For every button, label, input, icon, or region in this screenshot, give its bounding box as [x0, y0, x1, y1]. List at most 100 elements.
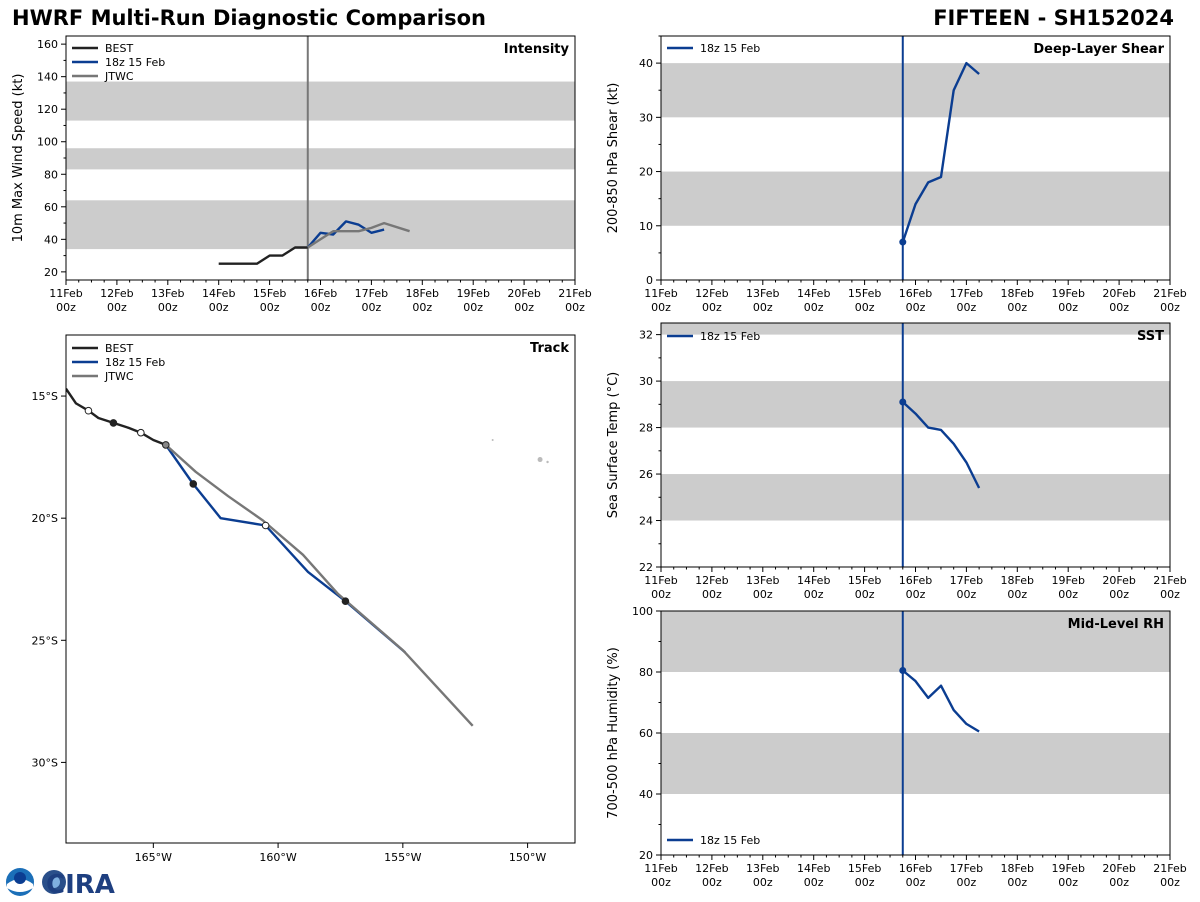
x-tick-label-date: 19Feb	[1051, 574, 1084, 587]
y-axis-label: 200-850 hPa Shear (kt)	[606, 83, 621, 234]
x-tick-label-hour: 00z	[1007, 301, 1027, 314]
x-tick-label-date: 12Feb	[695, 574, 728, 587]
y-tick-label: 40	[639, 57, 653, 70]
x-tick-label-date: 15Feb	[253, 287, 286, 300]
x-tick-label-date: 16Feb	[899, 287, 932, 300]
x-tick-label-date: 18Feb	[1001, 287, 1034, 300]
x-tick-label-hour: 00z	[651, 301, 671, 314]
legend-label: BEST	[105, 342, 133, 355]
x-tick-label-date: 17Feb	[950, 862, 983, 875]
y-tick-label: 80	[639, 666, 653, 679]
x-tick-label-hour: 00z	[957, 588, 977, 601]
x-tick-label-date: 14Feb	[797, 574, 830, 587]
legend-label: BEST	[105, 42, 133, 55]
y-tick-label: 22	[639, 561, 653, 574]
x-tick-label-hour: 00z	[362, 301, 382, 314]
x-tick-label-hour: 00z	[651, 588, 671, 601]
x-tick-label-date: 15Feb	[848, 574, 881, 587]
x-tick-label-date: 20Feb	[1102, 862, 1135, 875]
y-axis-label: 10m Max Wind Speed (kt)	[11, 74, 26, 243]
x-tick-label-date: 12Feb	[100, 287, 133, 300]
x-tick-label-date: 11Feb	[644, 574, 677, 587]
threshold-band	[661, 381, 1170, 428]
x-tick-label-date: 14Feb	[797, 862, 830, 875]
y-tick-label: 20	[639, 166, 653, 179]
x-tick-label-date: 15Feb	[848, 287, 881, 300]
x-tick-label-hour: 00z	[260, 301, 280, 314]
x-tick-label-hour: 00z	[804, 301, 824, 314]
x-tick-label-hour: 00z	[1058, 588, 1078, 601]
threshold-band	[661, 323, 1170, 335]
legend-label: JTWC	[104, 370, 134, 383]
x-tick-label: 155°W	[384, 851, 421, 864]
threshold-band	[661, 63, 1170, 118]
x-tick-label-date: 21Feb	[558, 287, 591, 300]
x-tick-label-date: 18Feb	[406, 287, 439, 300]
y-tick-label: 100	[632, 605, 653, 618]
panel-title: Mid-Level RH	[1068, 617, 1164, 632]
x-tick-label-hour: 00z	[1109, 301, 1129, 314]
track-point	[84, 406, 93, 415]
logo-text: CIRA	[46, 870, 115, 898]
figure-title-left: HWRF Multi-Run Diagnostic Comparison	[12, 6, 487, 30]
x-tick-label: 150°W	[509, 851, 546, 864]
x-tick-label-hour: 00z	[56, 301, 76, 314]
x-tick-label-hour: 00z	[702, 876, 722, 889]
legend-label: 18z 15 Feb	[700, 834, 760, 847]
x-tick-label-hour: 00z	[957, 301, 977, 314]
threshold-band	[66, 148, 575, 170]
legend-label: 18z 15 Feb	[700, 42, 760, 55]
y-tick-label: 0	[646, 274, 653, 287]
y-tick-label: 140	[37, 71, 58, 84]
series-line-jtwc	[164, 444, 474, 727]
track-point	[137, 428, 145, 437]
x-tick-label-hour: 00z	[702, 301, 722, 314]
init-point	[899, 666, 907, 674]
x-tick-label-hour: 00z	[753, 876, 773, 889]
y-tick-label: 80	[44, 168, 58, 181]
x-tick-label-date: 18Feb	[1001, 862, 1034, 875]
x-tick-label-date: 18Feb	[1001, 574, 1034, 587]
legend-label: 18z 15 Feb	[700, 330, 760, 343]
threshold-band	[66, 81, 575, 121]
track-point	[189, 480, 198, 488]
x-tick-label-hour: 00z	[855, 301, 875, 314]
x-tick-label-date: 14Feb	[202, 287, 235, 300]
x-tick-label-hour: 00z	[804, 876, 824, 889]
track-point	[109, 419, 118, 427]
x-tick-label-date: 16Feb	[899, 862, 932, 875]
y-tick-label: 24	[639, 515, 653, 528]
series-line-18z-15-feb	[901, 61, 980, 243]
track-point	[162, 441, 170, 449]
x-tick-label-date: 17Feb	[950, 574, 983, 587]
legend-label: 18z 15 Feb	[105, 56, 165, 69]
x-tick-label-date: 17Feb	[355, 287, 388, 300]
legend-label: JTWC	[104, 70, 134, 83]
x-tick-label-hour: 00z	[209, 301, 229, 314]
x-tick-label-date: 17Feb	[950, 287, 983, 300]
x-tick-label: 160°W	[259, 851, 296, 864]
island-shape	[491, 439, 494, 442]
x-tick-label-hour: 00z	[1160, 301, 1180, 314]
x-tick-label-hour: 00z	[412, 301, 432, 314]
y-tick-label: 28	[639, 422, 653, 435]
track-point	[341, 597, 350, 606]
x-tick-label-date: 15Feb	[848, 862, 881, 875]
y-tick-label: 60	[639, 727, 653, 740]
panel-rh: 11Feb00z12Feb00z13Feb00z14Feb00z15Feb00z…	[606, 605, 1187, 889]
threshold-band	[661, 611, 1170, 672]
x-tick-label-date: 21Feb	[1153, 574, 1186, 587]
y-tick-label: 32	[639, 329, 653, 342]
x-tick-label-hour: 00z	[158, 301, 178, 314]
init-point	[899, 238, 907, 246]
panel-title: Track	[530, 341, 569, 356]
x-tick-label-date: 13Feb	[746, 862, 779, 875]
x-tick-label-hour: 00z	[463, 301, 483, 314]
x-tick-label-hour: 00z	[804, 588, 824, 601]
y-tick-label: 20	[639, 849, 653, 862]
track-point	[261, 521, 270, 530]
x-tick-label-hour: 00z	[1058, 301, 1078, 314]
x-tick-label-date: 20Feb	[1102, 287, 1135, 300]
x-tick-label-date: 16Feb	[304, 287, 337, 300]
